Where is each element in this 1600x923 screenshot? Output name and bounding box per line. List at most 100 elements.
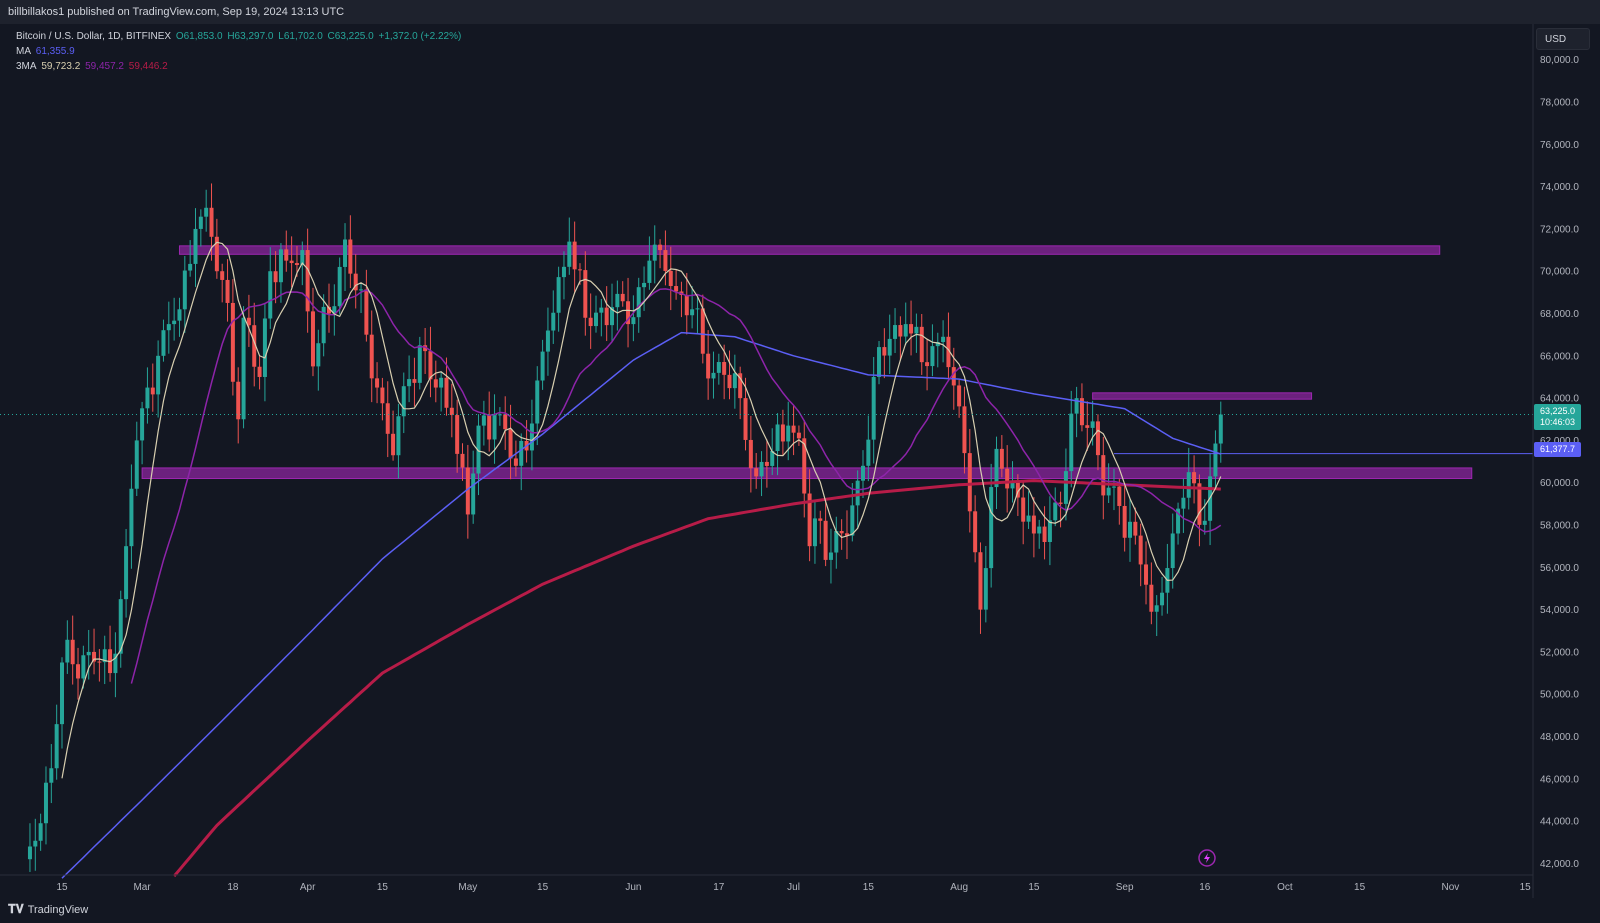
last-price-tag: 63,225.0 10:46:03 bbox=[1534, 404, 1582, 430]
candle-body bbox=[786, 425, 791, 442]
candle-body bbox=[1047, 520, 1052, 542]
legend-symbol: Bitcoin / U.S. Dollar, 1D, BITFINEX bbox=[16, 31, 172, 42]
candle-body bbox=[1053, 502, 1058, 521]
candle-body bbox=[615, 293, 620, 308]
time-tick-label: 15 bbox=[1520, 882, 1532, 893]
candle-body bbox=[289, 260, 294, 264]
candle-body bbox=[818, 518, 823, 521]
price-tick-label: 48,000.0 bbox=[1540, 732, 1579, 743]
candle-bodies bbox=[27, 207, 1223, 860]
candle-body bbox=[177, 309, 182, 321]
candle-body bbox=[198, 216, 203, 229]
candle-body bbox=[156, 355, 161, 395]
candle-body bbox=[754, 468, 759, 477]
candle-body bbox=[1069, 413, 1074, 472]
candle-body bbox=[594, 312, 598, 327]
candle-body bbox=[1079, 398, 1084, 426]
candle-body bbox=[236, 381, 241, 420]
candle-body bbox=[999, 448, 1004, 469]
candle-body bbox=[684, 295, 689, 316]
candle-body bbox=[807, 493, 812, 547]
candle-body bbox=[1074, 398, 1079, 414]
candle-body bbox=[380, 387, 385, 404]
candle-body bbox=[102, 649, 107, 663]
last-price-value: 63,225.0 bbox=[1540, 406, 1576, 416]
candle-body bbox=[492, 415, 497, 440]
price-tick-label: 70,000.0 bbox=[1540, 267, 1579, 278]
candle-body bbox=[711, 372, 716, 379]
candle-body bbox=[1160, 592, 1165, 606]
candle-body bbox=[278, 249, 283, 283]
candle-body bbox=[796, 432, 801, 439]
candle-body bbox=[1154, 605, 1159, 612]
candle-body bbox=[839, 530, 844, 534]
candle-body bbox=[49, 768, 54, 783]
candle-body bbox=[535, 380, 540, 424]
candle-body bbox=[957, 385, 962, 407]
candle-body bbox=[230, 302, 235, 382]
candle-body bbox=[764, 461, 769, 466]
candle-body bbox=[909, 324, 914, 334]
time-tick-label: 15 bbox=[1354, 882, 1366, 893]
candle-body bbox=[129, 488, 134, 547]
candle-body bbox=[561, 266, 566, 278]
candle-body bbox=[305, 250, 310, 312]
candle-body bbox=[529, 423, 534, 451]
published-caption: billbillakos1 published on TradingView.c… bbox=[8, 6, 345, 18]
candle-body bbox=[925, 362, 930, 367]
candle-body bbox=[882, 347, 887, 356]
candle-body bbox=[140, 408, 145, 441]
candle-body bbox=[321, 306, 326, 344]
candle-body bbox=[674, 286, 679, 292]
price-tick-label: 50,000.0 bbox=[1540, 690, 1579, 701]
candle-body bbox=[1176, 508, 1181, 534]
time-tick-label: Mar bbox=[133, 882, 151, 893]
candle-body bbox=[70, 639, 75, 665]
time-tick-label: May bbox=[458, 882, 477, 893]
candle-body bbox=[1026, 515, 1031, 522]
candle-body bbox=[172, 320, 177, 325]
candle-body bbox=[375, 378, 380, 388]
candle-body bbox=[978, 552, 983, 610]
time-tick-label: Apr bbox=[300, 882, 316, 893]
candle-body bbox=[401, 386, 406, 417]
horizontal-level bbox=[0, 414, 1533, 455]
time-tick-label: Jul bbox=[787, 882, 800, 893]
candle-body bbox=[919, 326, 924, 363]
candle-body bbox=[134, 440, 139, 489]
candle-body bbox=[246, 317, 251, 326]
candle-body bbox=[770, 451, 775, 466]
candle-body bbox=[433, 379, 438, 388]
candle-body bbox=[1144, 564, 1149, 585]
legend-change: +1,372.0 (+2.22%) bbox=[378, 31, 462, 42]
candle-body bbox=[1010, 482, 1015, 489]
time-tick-label: 16 bbox=[1199, 882, 1211, 893]
candle-body bbox=[690, 309, 695, 316]
candle-body bbox=[1090, 421, 1095, 428]
candle-body bbox=[214, 236, 219, 272]
candle-body bbox=[599, 307, 604, 313]
bottom-bar bbox=[0, 898, 1600, 923]
candle-body bbox=[209, 207, 214, 237]
candle-body bbox=[951, 367, 956, 386]
candle-body bbox=[695, 308, 700, 310]
legend-open: O61,853.0 bbox=[175, 31, 223, 42]
currency-selector[interactable]: USD bbox=[1536, 28, 1590, 50]
candle-body bbox=[748, 439, 753, 469]
price-chart[interactable]: 42,000.0 44,000.0 46,000.0 48,000.0 50,000.0… bbox=[0, 24, 1600, 898]
time-tick-label: Aug bbox=[950, 882, 968, 893]
flash-icon bbox=[1198, 849, 1216, 867]
candle-body bbox=[166, 324, 171, 331]
candle-body bbox=[407, 379, 412, 387]
candle-body bbox=[359, 289, 364, 291]
candle-body bbox=[481, 415, 486, 426]
candle-body bbox=[647, 260, 652, 283]
price-tick-label: 56,000.0 bbox=[1540, 563, 1579, 574]
candle-body bbox=[1181, 497, 1186, 509]
price-tick-label: 62,000.0 bbox=[1540, 436, 1579, 447]
candle-body bbox=[428, 351, 433, 380]
price-tick-label: 54,000.0 bbox=[1540, 605, 1579, 616]
candle-body bbox=[930, 346, 935, 367]
candle-body bbox=[33, 840, 38, 847]
tradingview-brand[interactable]: 𝐓𝐕 TradingView bbox=[8, 902, 88, 917]
